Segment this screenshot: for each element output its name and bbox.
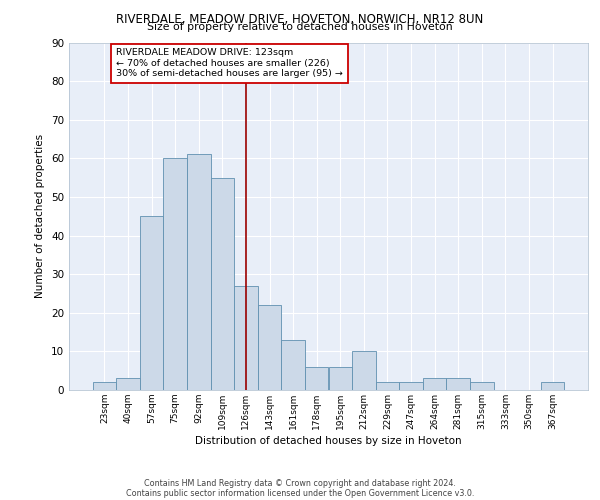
Bar: [116, 378, 140, 390]
Bar: [92, 382, 116, 390]
Bar: [446, 378, 470, 390]
Text: Size of property relative to detached houses in Hoveton: Size of property relative to detached ho…: [147, 22, 453, 32]
Y-axis label: Number of detached properties: Number of detached properties: [35, 134, 46, 298]
Bar: [281, 340, 305, 390]
Text: RIVERDALE MEADOW DRIVE: 123sqm
← 70% of detached houses are smaller (226)
30% of: RIVERDALE MEADOW DRIVE: 123sqm ← 70% of …: [116, 48, 343, 78]
Bar: [305, 367, 329, 390]
Bar: [258, 305, 281, 390]
Bar: [140, 216, 163, 390]
Bar: [187, 154, 211, 390]
Bar: [470, 382, 494, 390]
Bar: [399, 382, 423, 390]
Bar: [163, 158, 187, 390]
Bar: [352, 352, 376, 390]
X-axis label: Distribution of detached houses by size in Hoveton: Distribution of detached houses by size …: [195, 436, 462, 446]
Text: Contains HM Land Registry data © Crown copyright and database right 2024.: Contains HM Land Registry data © Crown c…: [144, 478, 456, 488]
Bar: [329, 367, 352, 390]
Bar: [211, 178, 234, 390]
Bar: [376, 382, 399, 390]
Text: Contains public sector information licensed under the Open Government Licence v3: Contains public sector information licen…: [126, 488, 474, 498]
Text: RIVERDALE, MEADOW DRIVE, HOVETON, NORWICH, NR12 8UN: RIVERDALE, MEADOW DRIVE, HOVETON, NORWIC…: [116, 12, 484, 26]
Bar: [541, 382, 565, 390]
Bar: [234, 286, 258, 390]
Bar: [423, 378, 446, 390]
